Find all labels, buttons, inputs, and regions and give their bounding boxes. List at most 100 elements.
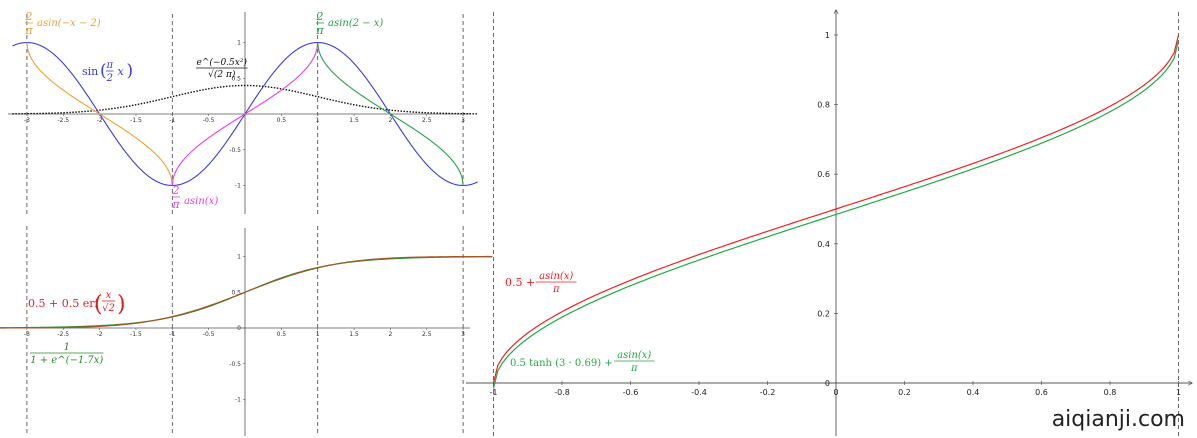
right-y-tick-label: 0: [825, 379, 830, 388]
top-x-tick-label: 1: [316, 117, 320, 124]
fraction-numerator: 2: [25, 10, 33, 23]
fraction-denominator: π: [315, 24, 324, 37]
bottom-y-tick-label: -1: [235, 397, 241, 404]
right-y-tick-label: 1: [825, 31, 830, 40]
right-green-curve: [492, 40, 1180, 389]
fraction-numerator: 2: [172, 184, 180, 197]
label-sin-fraction: π2: [105, 60, 114, 84]
bottom-x-tick-label: 2: [388, 331, 392, 338]
fraction-numerator: 1: [64, 342, 70, 353]
fraction-numerator: 2: [316, 10, 324, 23]
top-y-tick-label: 0.5: [231, 75, 241, 82]
gauss-curve: [12, 84, 478, 115]
top-x-tick-label: 3: [461, 117, 465, 124]
fraction-numerator: x: [106, 290, 112, 301]
label-erf-fraction: x √2: [102, 290, 115, 314]
fraction-denominator: √(2 π): [208, 69, 236, 80]
right-plot: -1 -0.8 -0.6 -0.4 -0.2 0 0.2 0.4 0.6 0.8 1 0 0.2 0.4 0…: [466, 10, 1192, 436]
label-erf-paren-open: (: [94, 292, 103, 317]
top-left-plot: -3 -2.5 -2 -1.5 -1 -0.5 0.5 1 1.5 2 2.5 3 1 0.5 -0.5 -1: [8, 12, 478, 215]
top-y-tick-label: 1: [237, 40, 241, 47]
label-erf-prefix: 0.5 + 0.5 erf: [28, 297, 99, 310]
right-x-tick-label: -0.4: [691, 388, 707, 397]
label-asin-mid-text: asin(x): [184, 196, 218, 207]
label-asin-mid-fraction: 2π: [171, 184, 180, 211]
top-x-tick-label: -2.5: [57, 117, 69, 124]
fraction-numerator: asin(x): [617, 350, 651, 361]
label-sin-prefix: sin: [82, 65, 98, 78]
fraction-denominator: π: [24, 24, 33, 37]
asin-mid-curve: [171, 42, 319, 186]
bottom-y-tick-label: 0: [237, 325, 241, 332]
bottom-y-tick-label: 0.5: [231, 289, 241, 296]
top-x-tick-label: -1.5: [130, 117, 142, 124]
bottom-x-tick-label: -3: [24, 331, 30, 338]
label-sin-x: x: [118, 65, 125, 78]
top-x-tick-label: -0.5: [203, 117, 215, 124]
watermark-text: aiqianji.com: [1051, 407, 1185, 432]
right-red-curve: [492, 34, 1180, 384]
bottom-x-tick-label: -1.5: [130, 331, 142, 338]
top-x-tick-label: -2: [97, 117, 103, 124]
top-x-tick-label: 2.5: [422, 117, 432, 124]
right-x-tick-label: -1: [490, 388, 498, 397]
bottom-x-tick-label: 0.5: [277, 331, 287, 338]
label-asin-right-text: asin(2 − x): [328, 18, 383, 29]
bottom-x-tick-label: -2.5: [57, 331, 69, 338]
bottom-y-tick-label: -0.5: [229, 361, 241, 368]
asin-right-curve: [317, 42, 464, 186]
right-x-tick-label: 0.8: [1104, 388, 1117, 397]
right-x-tick-label: 0: [833, 388, 838, 397]
label-asin-left-fraction: 2π: [24, 10, 33, 37]
top-y-tick-label: -0.5: [229, 147, 241, 154]
fraction-denominator: π: [171, 198, 180, 211]
right-x-tick-label: 1: [1176, 388, 1181, 397]
fraction-denominator: π: [630, 363, 638, 374]
fraction-numerator: π: [105, 60, 113, 71]
top-x-tick-label: 0.5: [277, 117, 287, 124]
right-y-tick-label: 0.4: [817, 240, 830, 249]
bottom-y-tick-label: 1: [237, 254, 241, 261]
asin-left-curve: [26, 42, 173, 186]
label-right-green-fraction: asin(x) π: [614, 350, 655, 374]
bottom-left-plot: -3 -2.5 -2 -1.5 -1 -0.5 0.5 1 1.5 2 2.5 3 1 0.5 0 -0.5 -…: [0, 226, 493, 436]
bottom-x-tick-label: 3: [461, 331, 465, 338]
bottom-x-tick-label: 1: [316, 331, 320, 338]
fraction-numerator: e^(−0.5x²): [197, 57, 248, 68]
label-erf-paren-close: ): [117, 292, 126, 317]
right-x-tick-label: 0.2: [898, 388, 911, 397]
label-logistic-fraction: 1 1 + e^(−1.7x): [30, 342, 104, 366]
right-y-tick-label: 0.6: [817, 170, 830, 179]
label-sin-paren-open: (: [100, 61, 107, 81]
bottom-x-tick-label: 2.5: [422, 331, 432, 338]
bottom-x-tick-label: -1: [169, 331, 175, 338]
right-x-tick-label: 0.6: [1035, 388, 1048, 397]
fraction-denominator: 1 + e^(−1.7x): [30, 355, 103, 366]
label-asin-right-fraction: 2π: [315, 10, 324, 37]
top-x-tick-label: -3: [24, 117, 30, 124]
fraction-numerator: asin(x): [539, 271, 573, 282]
top-x-tick-label: 2: [388, 117, 392, 124]
fraction-denominator: √2: [102, 303, 115, 314]
label-asin-left-text: asin(−x − 2): [37, 18, 101, 29]
right-x-tick-label: -0.2: [760, 388, 776, 397]
label-sin-paren-close: ): [127, 61, 134, 81]
top-y-tick-label: -1: [235, 183, 241, 190]
erf-curve: [0, 255, 493, 329]
bottom-x-tick-label: 1.5: [349, 331, 359, 338]
right-x-tick-label: 0.4: [967, 388, 980, 397]
top-x-tick-label: 1.5: [349, 117, 359, 124]
top-x-tick-label: -1: [169, 117, 175, 124]
right-y-tick-label: 0.2: [817, 309, 830, 318]
fraction-denominator: 2: [106, 73, 113, 84]
right-x-tick-label: -0.6: [623, 388, 639, 397]
bottom-x-tick-label: -0.5: [203, 331, 215, 338]
label-right-red-fraction: asin(x) π: [536, 271, 577, 295]
label-right-green-prefix: 0.5 tanh (3 · 0.69) +: [510, 358, 613, 369]
label-gauss-fraction: e^(−0.5x²)√(2 π): [196, 57, 248, 80]
right-y-tick-label: 0.8: [817, 101, 830, 110]
label-right-red-prefix: 0.5 +: [505, 276, 535, 289]
right-x-tick-label: -0.8: [554, 388, 570, 397]
